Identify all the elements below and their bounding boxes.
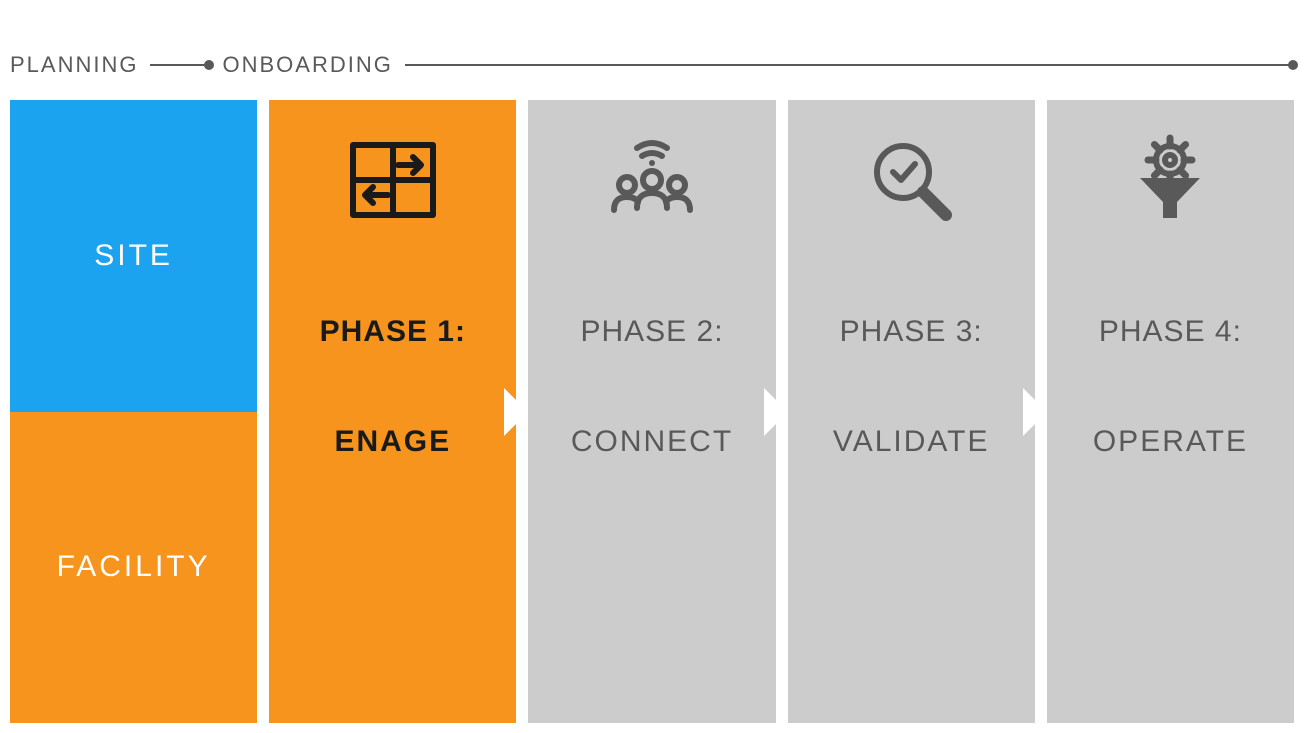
chevron-icon xyxy=(1023,388,1047,436)
people-wifi-icon xyxy=(602,130,702,230)
phase-columns: SITE FACILITY PHASE 1: ENAGE PHASE 2: CONNECT… xyxy=(10,100,1294,723)
timeline-segment-1 xyxy=(150,64,210,66)
phase-column-2: PHASE 2: CONNECT xyxy=(528,100,775,723)
phase-number-label: PHASE 4: xyxy=(1047,315,1294,349)
timeline-dot-2 xyxy=(1288,60,1298,70)
phase-number-label: PHASE 3: xyxy=(788,315,1035,349)
phase-column-1: PHASE 1: ENAGE xyxy=(269,100,516,723)
chevron-icon xyxy=(504,388,528,436)
planning-facility-label: FACILITY xyxy=(57,550,211,584)
phase-number-label: PHASE 2: xyxy=(528,315,775,349)
chevron-icon xyxy=(764,388,788,436)
phase-name-label: ENAGE xyxy=(269,425,516,459)
phase-number-label: PHASE 1: xyxy=(269,315,516,349)
phase-column-3: PHASE 3: VALIDATE xyxy=(788,100,1035,723)
phase-chevron xyxy=(504,388,528,436)
phase-icon-wrap xyxy=(269,130,516,230)
planning-site-block: SITE xyxy=(10,100,257,412)
phase-column-4: PHASE 4: OPERATE xyxy=(1047,100,1294,723)
planning-facility-block: FACILITY xyxy=(10,412,257,724)
header-timeline: PLANNING ONBOARDING xyxy=(10,50,1294,80)
phase-name-label: CONNECT xyxy=(528,425,775,459)
gear-funnel-icon xyxy=(1120,130,1220,230)
phase-chevron xyxy=(764,388,788,436)
transfer-grid-icon xyxy=(343,130,443,230)
planning-label: PLANNING xyxy=(10,52,138,78)
phase-icon-wrap xyxy=(1047,130,1294,230)
onboarding-label: ONBOARDING xyxy=(222,52,392,78)
planning-column: SITE FACILITY xyxy=(10,100,257,723)
phase-name-label: VALIDATE xyxy=(788,425,1035,459)
phase-chevron xyxy=(1023,388,1047,436)
phase-icon-wrap xyxy=(788,130,1035,230)
phase-name-label: OPERATE xyxy=(1047,425,1294,459)
phase-icon-wrap xyxy=(528,130,775,230)
planning-site-label: SITE xyxy=(94,239,173,273)
timeline-segment-2 xyxy=(405,64,1294,66)
magnify-check-icon xyxy=(861,130,961,230)
timeline-dot-1 xyxy=(204,60,214,70)
